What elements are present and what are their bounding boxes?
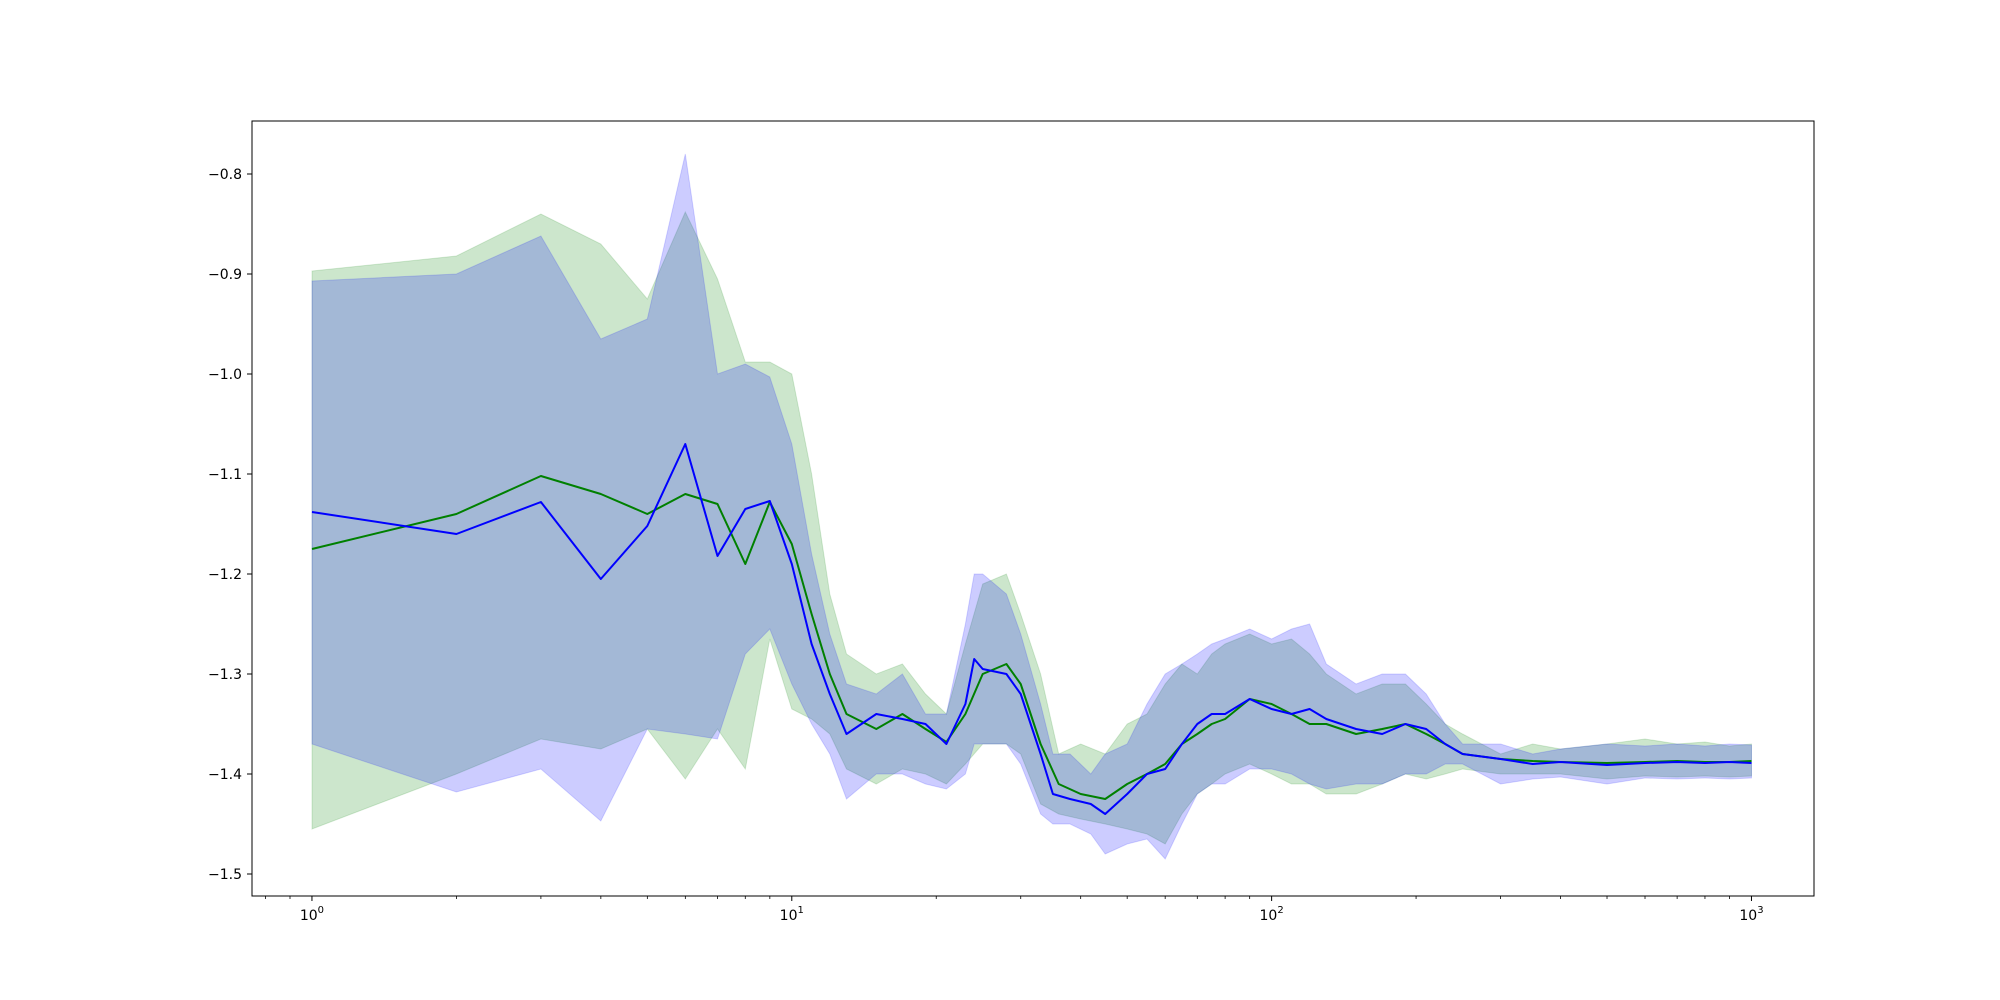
confidence-bands: [311, 153, 1752, 860]
series-2-band: [311, 153, 1752, 860]
x-axis: 100 101 102 103: [265, 896, 1764, 924]
y-tick-label: −1.1: [208, 467, 242, 483]
y-tick-label: −1.3: [208, 667, 242, 683]
y-tick-label: −1.0: [208, 367, 242, 383]
x-tick-label: 102: [1260, 905, 1284, 924]
x-tick-label: 101: [780, 905, 804, 924]
y-axis: −0.8 −0.9 −1.0 −1.1 −1.2 −1.3 −1.4 −1.5: [208, 167, 252, 883]
series-2-line: [311, 443, 1752, 815]
x-tick-label: 103: [1739, 905, 1763, 924]
x-tick-label: 100: [300, 905, 324, 924]
series-1-band: [311, 210, 1752, 845]
y-tick-label: −1.2: [208, 567, 242, 583]
series-lines: [311, 443, 1752, 815]
y-tick-label: −1.5: [208, 867, 242, 883]
y-tick-label: −1.4: [208, 767, 242, 783]
plot-frame: [251, 120, 1815, 897]
y-tick-label: −0.9: [208, 267, 242, 283]
y-tick-label: −0.8: [208, 167, 242, 183]
